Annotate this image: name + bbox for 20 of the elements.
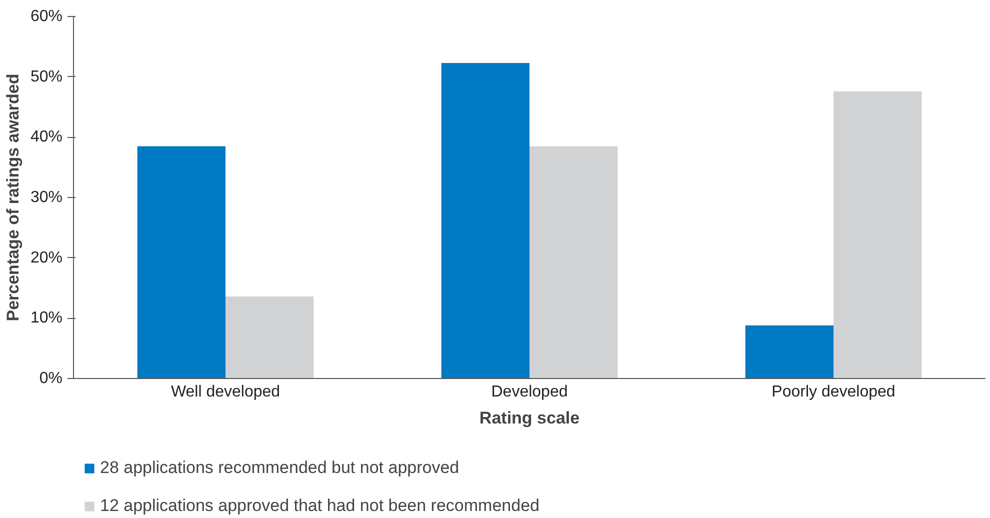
x-tick-label: Developed: [491, 384, 568, 400]
legend-label: 12 applications approved that had not been recommended: [100, 496, 540, 516]
y-tick-label: 20%: [30, 249, 63, 266]
bar: [834, 91, 922, 378]
x-tick-label: Well developed: [170, 384, 280, 400]
bar: [137, 146, 226, 378]
legend-label: 28 applications recommended but not approved: [100, 458, 460, 478]
x-axis-title: Rating scale: [479, 408, 580, 428]
bar: [530, 146, 618, 378]
y-tick-label: 40%: [30, 128, 63, 146]
x-tick-label: Poorly developed: [772, 384, 896, 400]
y-tick-label: 50%: [30, 68, 63, 86]
y-tick-label: 10%: [30, 310, 63, 327]
y-tick-label: 30%: [30, 189, 63, 206]
y-tick-label: 60%: [30, 8, 63, 25]
bar: [226, 296, 314, 378]
y-axis-title: Percentage of ratings awarded: [3, 74, 22, 322]
y-tick-label: 0%: [39, 370, 62, 387]
bar: [441, 62, 530, 378]
bar: [745, 325, 834, 378]
